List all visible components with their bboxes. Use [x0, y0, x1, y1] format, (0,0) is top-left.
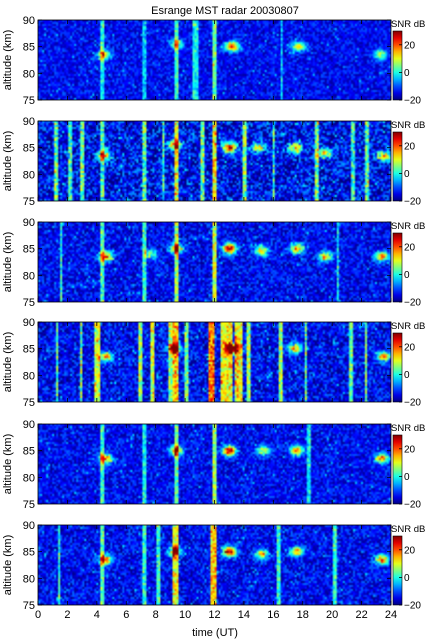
colorbar	[392, 30, 403, 101]
colorbar-tick-label: 20	[404, 444, 416, 455]
y-axis-label: altitude (km)	[2, 232, 14, 293]
y-tick-label: 85	[23, 344, 35, 356]
y-tick-label: 85	[23, 42, 35, 54]
y-tick-label: 80	[23, 370, 35, 382]
y-tick-label: 90	[23, 520, 35, 532]
x-axis: 0 2 4 6 8 10 12 14 16 18 20 22 24	[35, 609, 397, 621]
x-tick-label: 18	[297, 609, 309, 621]
colorbar-tick-label: 0	[404, 472, 410, 483]
y-tick-label: 90	[23, 419, 35, 431]
colorbar-tick-label: −20	[404, 298, 421, 309]
colorbar-label: SNR dB	[391, 524, 425, 535]
y-tick-label: 80	[23, 68, 35, 80]
snr-heatmap	[38, 424, 391, 504]
colorbar-tick-label: 20	[404, 40, 416, 51]
colorbar-tick-label: −20	[404, 197, 421, 208]
colorbar-tick-label: 20	[404, 242, 416, 253]
radar-panel-4: 75 80 85 90 altitude (km) SNR dB −20 0 20	[2, 317, 425, 409]
y-tick-label: 90	[23, 317, 35, 329]
radar-panel-2: 75 80 85 90 altitude (km) SNR dB −20 0 20	[2, 116, 425, 208]
snr-heatmap	[38, 20, 391, 100]
x-tick-label: 16	[267, 609, 279, 621]
colorbar	[392, 332, 403, 403]
y-axis-label: altitude (km)	[2, 434, 14, 495]
colorbar-tick-label: 0	[404, 370, 410, 381]
y-tick-label: 90	[23, 116, 35, 128]
y-tick-label: 75	[23, 499, 35, 511]
snr-heatmap	[38, 525, 391, 605]
y-axis-label: altitude (km)	[2, 332, 14, 393]
snr-heatmap	[38, 322, 391, 402]
y-tick-label: 75	[23, 397, 35, 409]
y-tick-label: 90	[23, 15, 35, 27]
x-tick-label: 22	[355, 609, 367, 621]
x-tick-label: 8	[153, 609, 159, 621]
colorbar-tick-label: −20	[404, 500, 421, 511]
y-axis-label: altitude (km)	[2, 131, 14, 192]
x-tick-label: 24	[385, 609, 397, 621]
x-tick-label: 6	[123, 609, 129, 621]
colorbar	[392, 434, 403, 505]
x-tick-label: 20	[326, 609, 338, 621]
radar-panel-1: 75 80 85 90 altitude (km) SNR dB −20 0 20	[2, 15, 425, 107]
y-tick-label: 80	[23, 270, 35, 282]
snr-heatmap	[38, 222, 391, 302]
colorbar-label: SNR dB	[391, 120, 425, 131]
colorbar-label: SNR dB	[391, 423, 425, 434]
colorbar-tick-label: −20	[404, 601, 421, 612]
chart-title: Esrange MST radar 20030807	[151, 5, 299, 17]
radar-panel-6: 75 80 85 90 altitude (km) SNR dB −20 0 20	[2, 520, 425, 612]
colorbar	[392, 131, 403, 202]
y-tick-label: 85	[23, 143, 35, 155]
y-tick-label: 75	[23, 600, 35, 612]
x-tick-label: 10	[179, 609, 191, 621]
y-tick-label: 85	[23, 244, 35, 256]
y-tick-label: 75	[23, 95, 35, 107]
colorbar-tick-label: 20	[404, 545, 416, 556]
colorbar-label: SNR dB	[391, 19, 425, 30]
snr-heatmap	[38, 121, 391, 201]
x-tick-label: 14	[238, 609, 250, 621]
colorbar-tick-label: 0	[404, 573, 410, 584]
y-tick-label: 80	[23, 169, 35, 181]
panels-group: 75 80 85 90 altitude (km) SNR dB −20 0 20 75 80 85 9…	[2, 15, 425, 612]
colorbar-tick-label: 0	[404, 270, 410, 281]
colorbar	[392, 232, 403, 303]
x-tick-label: 0	[35, 609, 41, 621]
colorbar-tick-label: 0	[404, 169, 410, 180]
colorbar-tick-label: 20	[404, 141, 416, 152]
colorbar-tick-label: −20	[404, 398, 421, 409]
y-tick-label: 80	[23, 472, 35, 484]
x-tick-label: 12	[208, 609, 220, 621]
colorbar-label: SNR dB	[391, 321, 425, 332]
radar-panel-5: 75 80 85 90 altitude (km) SNR dB −20 0 20	[2, 419, 425, 511]
x-tick-label: 4	[94, 609, 100, 621]
colorbar	[392, 535, 403, 606]
y-tick-label: 85	[23, 446, 35, 458]
y-axis-label: altitude (km)	[2, 535, 14, 596]
colorbar-tick-label: 20	[404, 342, 416, 353]
radar-panel-3: 75 80 85 90 altitude (km) SNR dB −20 0 20	[2, 217, 425, 309]
colorbar-tick-label: 0	[404, 68, 410, 79]
y-tick-label: 75	[23, 297, 35, 309]
y-tick-label: 75	[23, 196, 35, 208]
y-tick-label: 80	[23, 573, 35, 585]
y-tick-label: 90	[23, 217, 35, 229]
y-tick-label: 85	[23, 547, 35, 559]
y-axis-label: altitude (km)	[2, 30, 14, 91]
x-tick-label: 2	[64, 609, 70, 621]
x-axis-label: time (UT)	[192, 627, 238, 639]
colorbar-tick-label: −20	[404, 96, 421, 107]
colorbar-label: SNR dB	[391, 221, 425, 232]
